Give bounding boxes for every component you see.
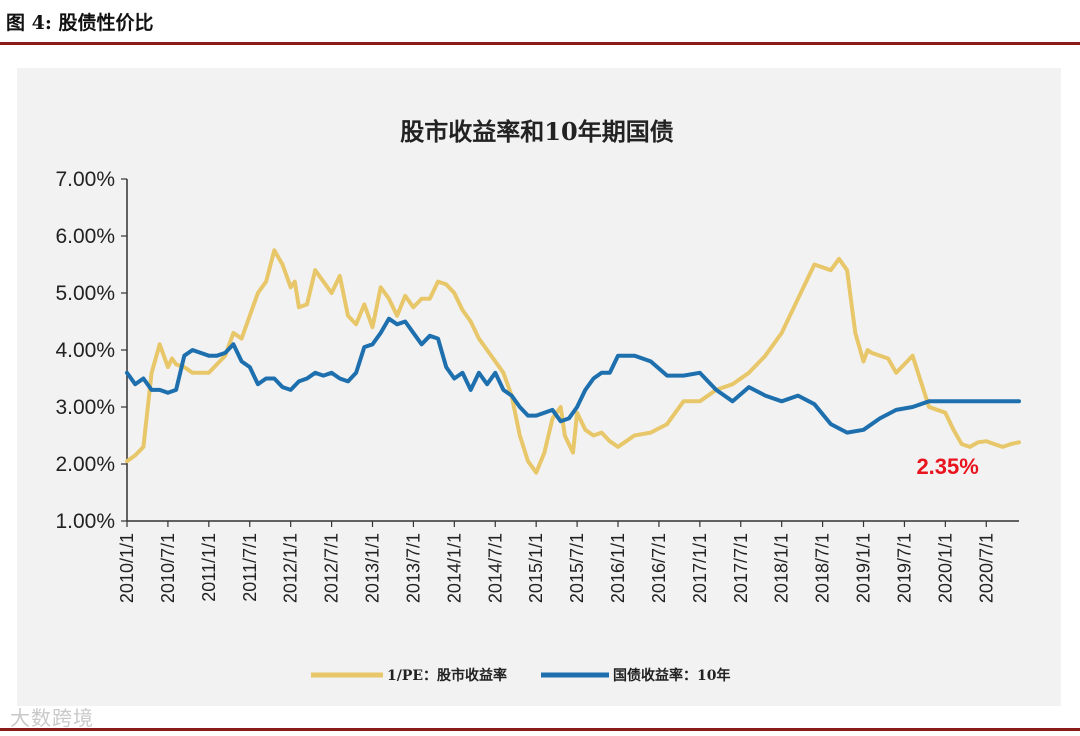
figure-label: 图 4: (6, 12, 52, 34)
y-tick-label: 4.00% (55, 339, 115, 362)
chart-title: 股市收益率和10年期国债 (400, 117, 673, 146)
x-tick-label: 2011/1/1 (199, 533, 219, 602)
x-tick-label: 2020/7/1 (976, 533, 996, 603)
x-tick-label: 2020/1/1 (935, 533, 955, 603)
y-tick-label: 2.00% (55, 453, 115, 476)
legend-label-equity: 1/PE：股市收益率 (387, 667, 507, 684)
figure-title: 图 4: 股债性价比 (6, 8, 154, 35)
top-rule (0, 42, 1080, 45)
watermark: 大数跨境 (10, 706, 94, 730)
series-line-bond-yield (125, 316, 1021, 435)
annotation-last-value: 2.35% (916, 454, 978, 479)
y-tick-label: 6.00% (55, 225, 115, 248)
legend: 1/PE：股市收益率 国债收益率：10年 (311, 667, 730, 684)
x-tick-label: 2014/7/1 (485, 533, 505, 603)
x-tick-labels: 2010/1/1 2010/7/1 2011/1/1 2011/7/1 2012/1/1… (117, 533, 996, 603)
x-tick-label: 2011/7/1 (240, 533, 260, 602)
x-tick-label: 2017/7/1 (731, 533, 751, 603)
chart-panel: 股市收益率和10年期国债 1.00% 2.00% 3.00% 4.00% 5.00% 6.… (17, 68, 1061, 706)
x-tick-label: 2019/1/1 (854, 533, 874, 603)
x-tick-label: 2018/1/1 (772, 533, 792, 603)
y-tick-label: 5.00% (55, 282, 115, 305)
series-line-equity-yield (125, 248, 1021, 475)
x-tick-label: 2015/7/1 (567, 533, 587, 603)
series-lines (125, 248, 1021, 475)
bottom-rule (0, 728, 1080, 731)
figure-title-text: 股债性价比 (58, 12, 154, 34)
y-tick-label: 3.00% (55, 396, 115, 419)
x-tick-label: 2016/1/1 (608, 533, 628, 603)
y-tick-labels: 1.00% 2.00% 3.00% 4.00% 5.00% 6.00% 7.00% (55, 168, 115, 533)
x-tick-label: 2014/1/1 (444, 533, 464, 603)
line-chart: 股市收益率和10年期国债 1.00% 2.00% 3.00% 4.00% 5.00% 6.… (55, 117, 1021, 684)
x-tick-label: 2013/7/1 (403, 533, 423, 603)
x-tick-label: 2016/7/1 (649, 533, 669, 603)
x-tick-label: 2012/7/1 (322, 533, 342, 603)
legend-label-bond: 国债收益率：10年 (613, 667, 730, 684)
x-tick-label: 2013/1/1 (363, 533, 383, 603)
x-tick-label: 2010/1/1 (117, 533, 137, 603)
x-tick-label: 2012/1/1 (281, 533, 301, 603)
chart-axes (121, 178, 1019, 527)
y-tick-label: 1.00% (55, 510, 115, 533)
x-tick-label: 2015/1/1 (526, 533, 546, 603)
y-tick-label: 7.00% (55, 168, 115, 191)
x-tick-label: 2017/1/1 (690, 533, 710, 603)
x-tick-label: 2018/7/1 (813, 533, 833, 603)
x-tick-label: 2010/7/1 (158, 533, 178, 603)
x-tick-label: 2019/7/1 (894, 533, 914, 603)
